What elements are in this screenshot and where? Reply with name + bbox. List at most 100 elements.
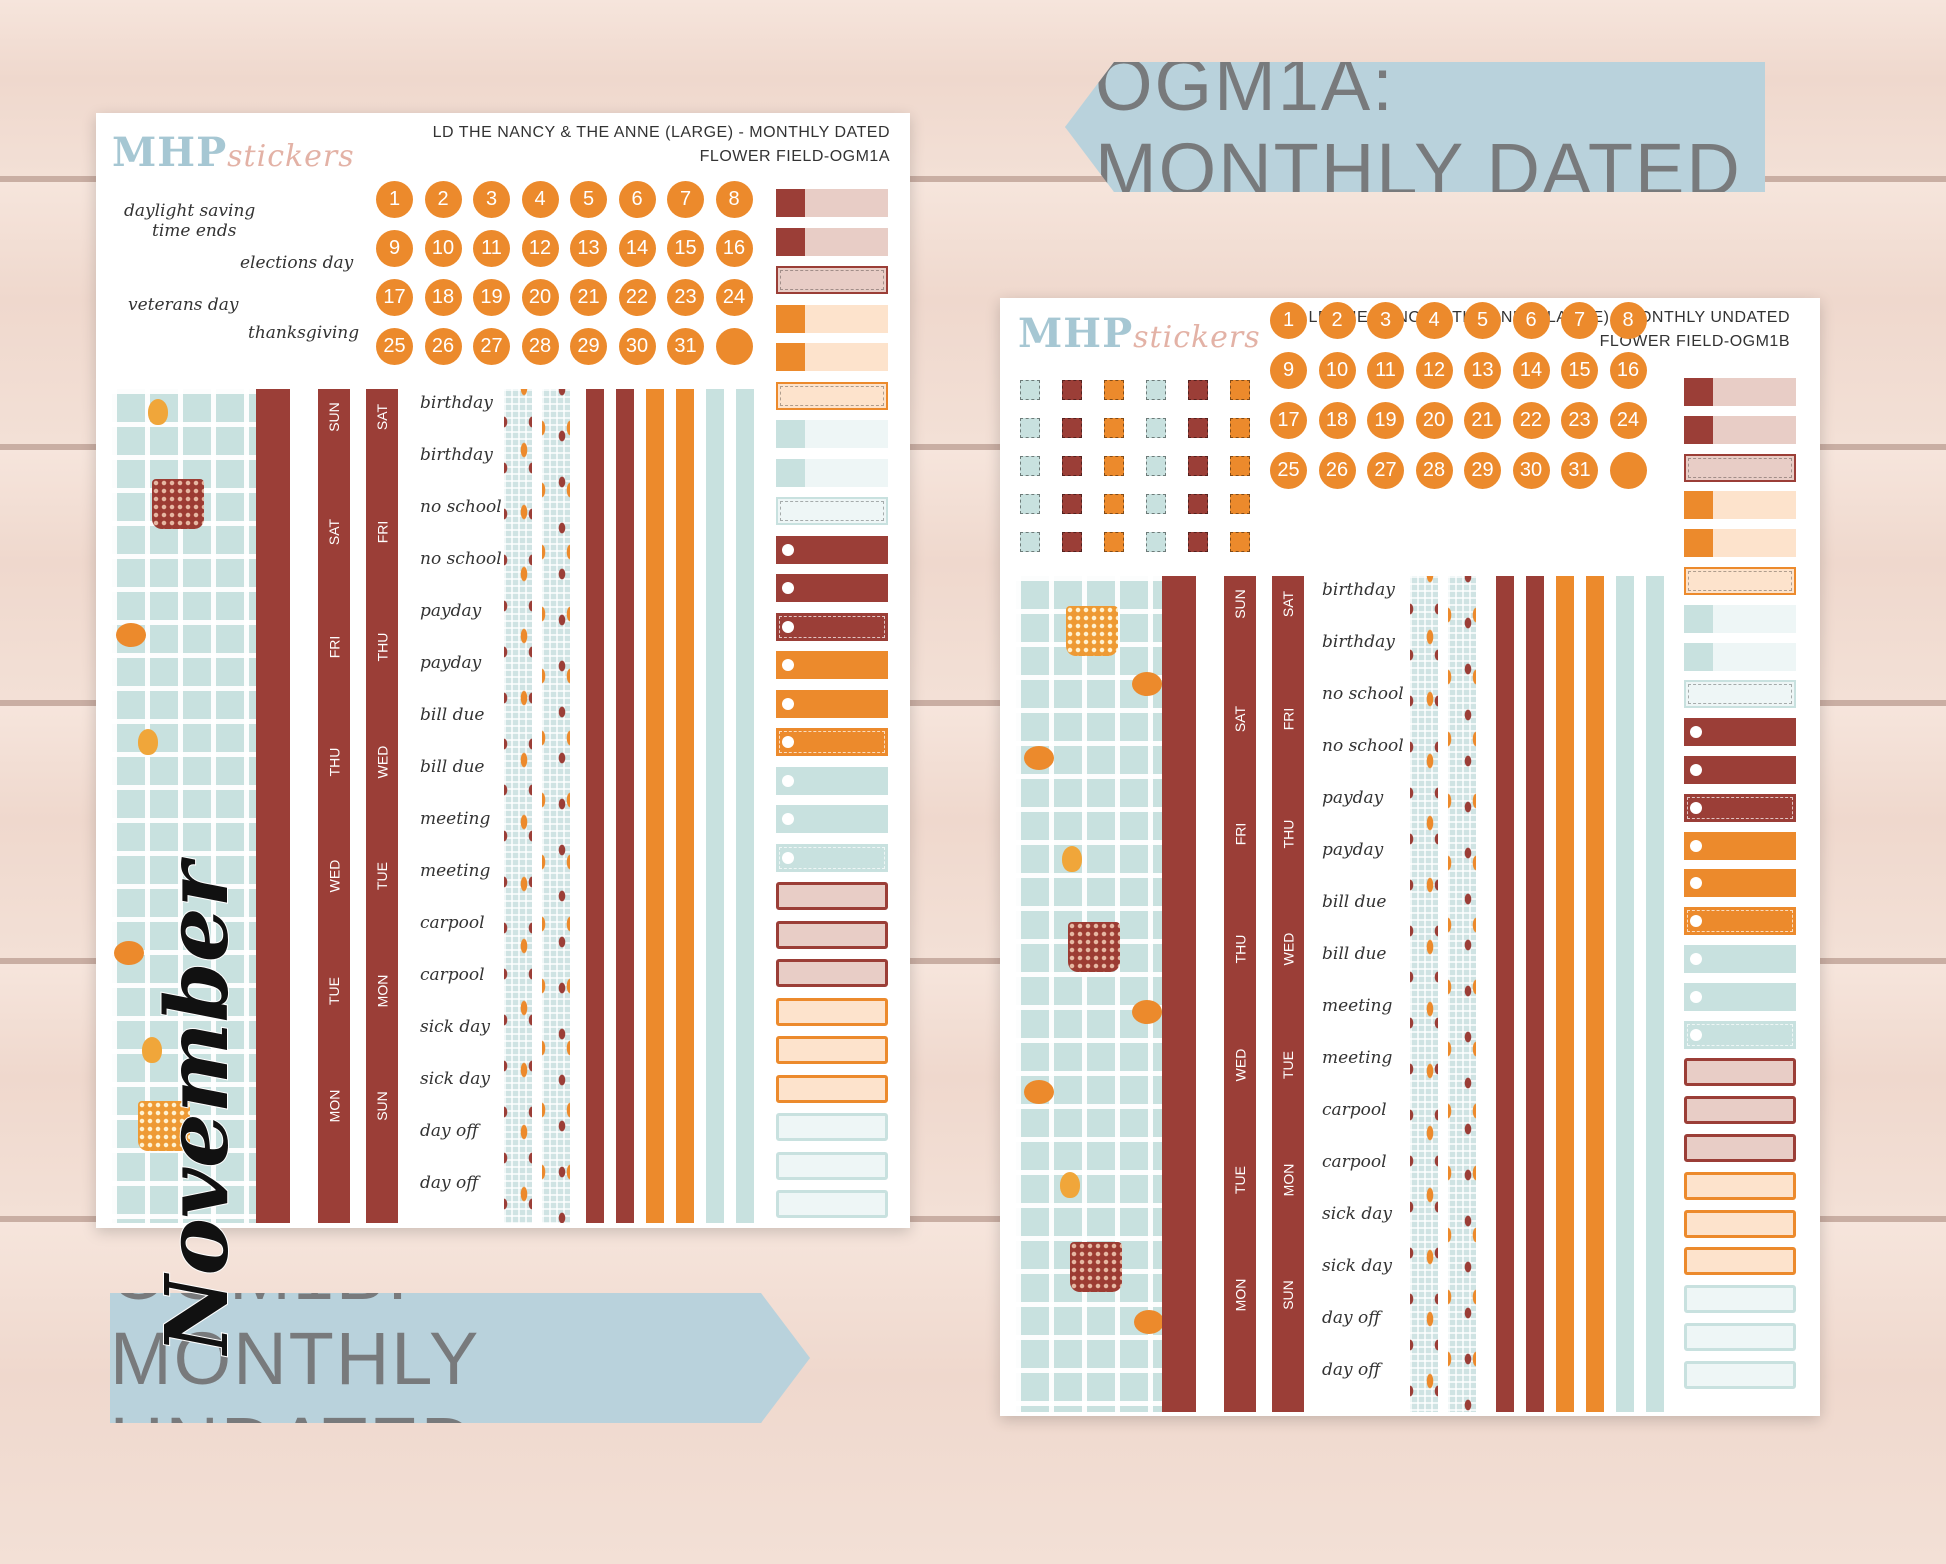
tab-sticker	[776, 1074, 888, 1103]
color-bar	[586, 389, 604, 1223]
tab-dot	[1690, 764, 1702, 776]
checkbox-square	[1104, 494, 1124, 514]
tab-sticker	[1684, 642, 1796, 671]
checkbox-square	[1146, 532, 1166, 552]
tab-sticker	[776, 920, 888, 949]
tab-sticker	[1684, 680, 1796, 709]
date-circle: 9	[1270, 352, 1307, 389]
date-circle: 27	[473, 328, 510, 365]
weekday-label: SAT	[1279, 590, 1296, 618]
tab-sticker	[776, 266, 888, 294]
pear-icon	[1060, 1172, 1080, 1198]
label-word: birthday	[420, 445, 493, 465]
date-circle: 15	[667, 230, 704, 267]
tab-sticker	[1684, 1096, 1796, 1125]
date-circle: 12	[1415, 352, 1453, 389]
label-word: meeting	[420, 861, 491, 881]
tab-sticker	[776, 766, 888, 795]
checkbox-square	[1146, 380, 1166, 400]
date-circle: 31	[1561, 452, 1598, 489]
weekday-label: THU	[326, 747, 342, 776]
tab-sticker	[776, 689, 888, 718]
tab-sticker	[1684, 1247, 1796, 1276]
tab-sticker	[776, 1036, 888, 1064]
date-circle: 6	[1512, 302, 1550, 339]
label-word: sick day	[1322, 1204, 1393, 1224]
tab-sticker	[1684, 869, 1796, 898]
date-circle: 5	[570, 181, 607, 218]
checkbox-square	[1062, 456, 1082, 476]
tab-sticker	[776, 651, 888, 679]
date-circle: 13	[570, 230, 607, 267]
label-word: payday	[1322, 840, 1384, 860]
tab-sticker	[776, 1190, 888, 1218]
checkbox-square	[1020, 418, 1040, 438]
tab-dot	[782, 736, 794, 748]
checkbox-square	[1020, 456, 1040, 476]
date-circle: 10	[1318, 352, 1356, 389]
checkbox-square	[1146, 418, 1166, 438]
label-word: birthday	[420, 393, 493, 413]
tab-sticker	[1684, 718, 1796, 747]
label-word: carpool	[420, 913, 485, 933]
label-word: sick day	[420, 1017, 491, 1037]
date-circle: 7	[667, 181, 704, 218]
tab-sticker	[1684, 567, 1796, 595]
color-bar	[616, 389, 634, 1223]
date-circle: 19	[473, 279, 510, 316]
tab-sticker	[776, 189, 888, 217]
label-word: day off	[1322, 1360, 1381, 1380]
date-circle: 30	[618, 328, 656, 365]
date-circle: 24	[715, 279, 753, 316]
weekday-label: TUE	[374, 862, 390, 891]
weekday-strip: SAT FRI THU WED TUE MON SUN	[366, 389, 398, 1223]
color-bar	[1616, 576, 1634, 1412]
date-circle: 1	[1270, 302, 1307, 339]
weekday-label: WED	[1280, 933, 1297, 966]
tab-sticker	[1684, 1134, 1796, 1162]
tab-dot	[782, 620, 794, 633]
checkbox-square	[1230, 380, 1250, 400]
label-word: no school	[1322, 736, 1404, 756]
checkbox-square	[1104, 380, 1124, 400]
tab-sticker	[776, 381, 888, 410]
tab-sticker	[1684, 831, 1796, 860]
tab-sticker	[1684, 1285, 1796, 1314]
weekday-strip: SAT FRI THU WED TUE MON SUN	[1272, 576, 1304, 1412]
tab-sticker	[1684, 1058, 1796, 1087]
checkbox-square	[1230, 456, 1250, 476]
date-circle: 2	[424, 181, 462, 218]
holiday-label: veterans day	[128, 295, 239, 315]
date-circle: 18	[1318, 402, 1356, 439]
label-word: meeting	[420, 809, 491, 829]
color-bar	[1526, 576, 1544, 1412]
color-bar	[676, 389, 694, 1223]
color-bar	[1646, 576, 1664, 1412]
checkbox-square	[1062, 380, 1082, 400]
checkbox-square	[1020, 380, 1040, 400]
label-word: sick day	[1322, 1256, 1393, 1276]
tab-dot	[782, 582, 794, 594]
date-circle	[715, 328, 753, 365]
date-circle: 29	[1464, 452, 1501, 489]
label-word: sick day	[420, 1069, 491, 1089]
tab-dot	[1690, 839, 1702, 852]
washi-strip	[504, 389, 532, 1223]
tab-sticker	[1684, 604, 1796, 633]
pumpkin-icon	[1024, 746, 1054, 770]
tab-dot	[782, 774, 794, 787]
color-bar	[736, 389, 754, 1223]
holiday-label: time ends	[152, 221, 237, 241]
checkbox-square	[1020, 494, 1040, 514]
date-circle: 8	[715, 181, 753, 218]
date-circle: 27	[1367, 452, 1404, 489]
rain-boots-icon	[1068, 922, 1120, 972]
checkbox-square	[1230, 494, 1250, 514]
weekday-label: FRI	[1232, 823, 1248, 846]
date-circle: 20	[1415, 402, 1453, 439]
weekday-label: MON	[374, 974, 391, 1008]
weekday-label: TUE	[1232, 1165, 1248, 1194]
color-bar	[1586, 576, 1604, 1412]
tab-sticker	[776, 574, 888, 602]
tab-sticker	[776, 420, 888, 448]
